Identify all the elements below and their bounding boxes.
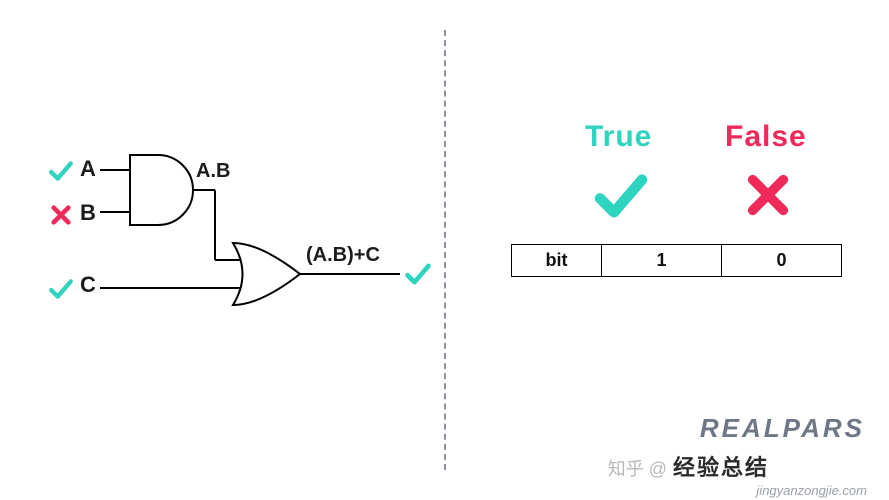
watermark-prefix: 知乎 @	[608, 459, 667, 479]
false-label: False	[725, 120, 807, 154]
watermark-url: jingyanzongjie.com	[756, 483, 867, 498]
logic-circuit-panel: A B C	[0, 0, 444, 500]
or-output-label: (A.B)+C	[306, 244, 380, 267]
cross-icon	[745, 172, 791, 218]
canvas: A B C	[0, 0, 889, 500]
watermark-text: 经验总结	[673, 455, 769, 480]
bit-cell-true: 1	[602, 245, 722, 277]
bit-table: bit 1 0	[511, 244, 842, 277]
bit-cell-false: 0	[722, 245, 842, 277]
check-icon	[404, 260, 430, 286]
bit-header: bit	[512, 245, 602, 277]
check-icon	[593, 168, 649, 224]
and-output-label: A.B	[196, 160, 230, 183]
brand-logo: REALPARS	[700, 413, 865, 444]
true-label: True	[585, 120, 652, 154]
watermark-cn: 知乎 @ 经验总结	[608, 450, 769, 482]
table-row: bit 1 0	[512, 245, 842, 277]
